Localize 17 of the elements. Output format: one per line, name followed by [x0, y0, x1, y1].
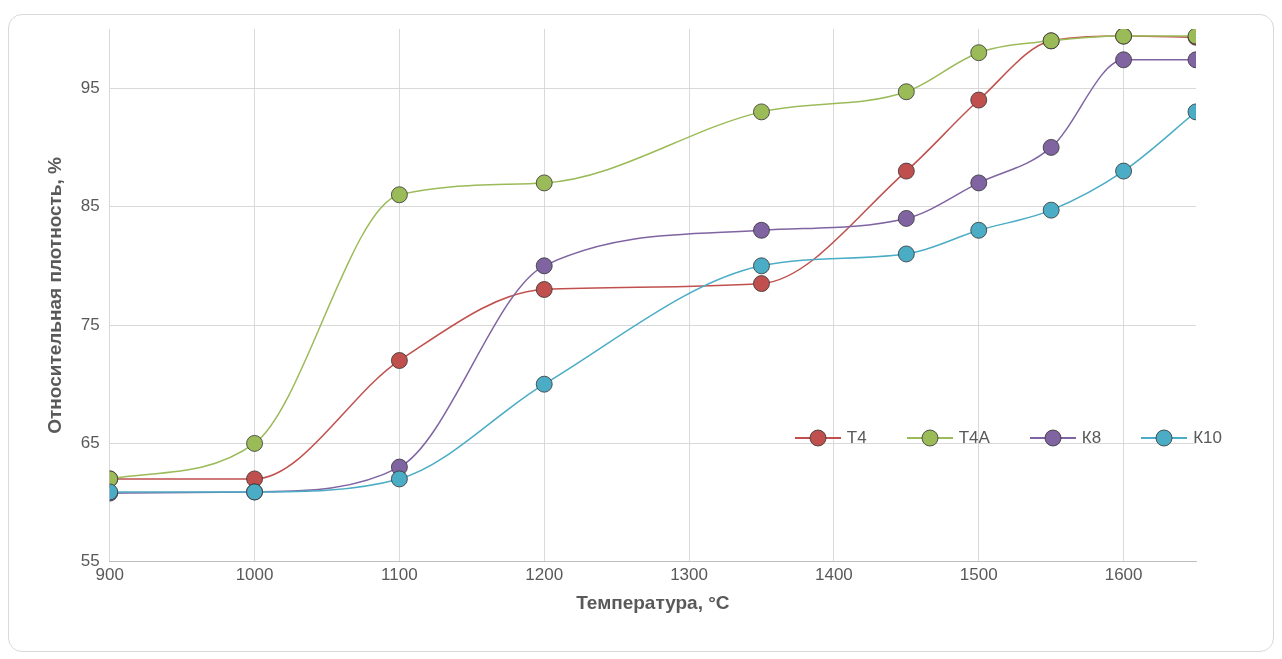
x-tick-label: 1000: [235, 564, 274, 584]
y-axis-title: Относительная плотность, %: [43, 156, 65, 434]
x-tick-label: 1600: [1104, 564, 1143, 584]
x-tick-label: 1200: [525, 564, 564, 584]
y-tick-label: 65: [80, 433, 100, 453]
x-tick-label: 1500: [959, 564, 998, 584]
legend-label: К10: [1193, 428, 1222, 448]
y-tick-label: 95: [80, 77, 100, 97]
x-axis-title: Температура, °C: [576, 591, 730, 613]
x-tick-label: 1100: [381, 564, 418, 584]
x-tick-label: 1300: [670, 564, 708, 584]
legend-label: К8: [1081, 428, 1102, 448]
x-tick-label: 1400: [814, 564, 853, 584]
legend-label: Т4: [846, 428, 867, 448]
legend-label: Т4А: [958, 428, 990, 448]
y-tick-label: 75: [80, 314, 100, 334]
y-tick-label: 85: [80, 196, 100, 216]
